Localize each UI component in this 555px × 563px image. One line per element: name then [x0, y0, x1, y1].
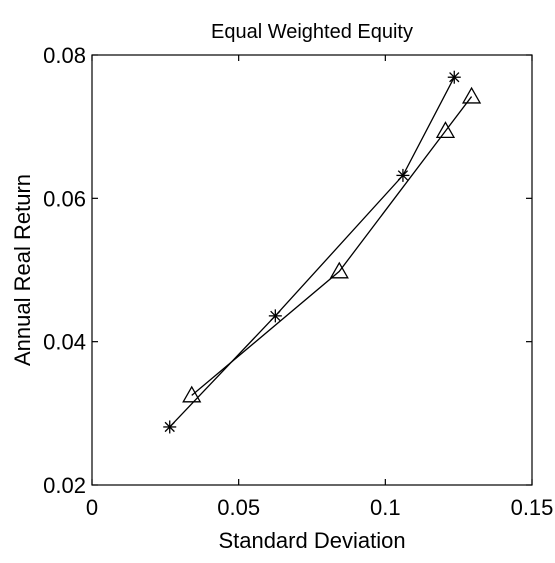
data-point-asterisk: [268, 309, 282, 323]
x-tick-label: 0.1: [370, 495, 401, 520]
x-axis-label: Standard Deviation: [218, 528, 405, 553]
data-point-asterisk: [163, 420, 177, 434]
data-point-triangle: [435, 121, 456, 138]
data-point-triangle: [461, 86, 482, 104]
data-point-triangle: [182, 385, 202, 403]
series-line-asterisk: [169, 76, 455, 428]
x-tick-label: 0.15: [511, 495, 554, 520]
chart-title: Equal Weighted Equity: [211, 21, 413, 43]
y-axis-label: Annual Real Return: [10, 174, 35, 366]
y-tick-label: 0.02: [43, 473, 86, 498]
series-line-triangle: [191, 96, 473, 396]
x-tick-label: 0: [86, 495, 98, 520]
y-axis: 0.02 0.04 0.06 0.08: [43, 43, 532, 498]
x-tick-label: 0.05: [217, 495, 260, 520]
data-point-triangle: [329, 261, 349, 279]
series-layer: [163, 70, 482, 434]
x-axis: 0 0.05 0.1 0.15: [86, 55, 554, 520]
plot-area-frame: [91, 54, 533, 486]
data-point-asterisk: [396, 168, 410, 182]
y-tick-label: 0.08: [43, 43, 86, 68]
data-point-asterisk: [447, 70, 461, 84]
y-tick-label: 0.06: [43, 186, 86, 211]
y-tick-label: 0.04: [43, 330, 86, 355]
